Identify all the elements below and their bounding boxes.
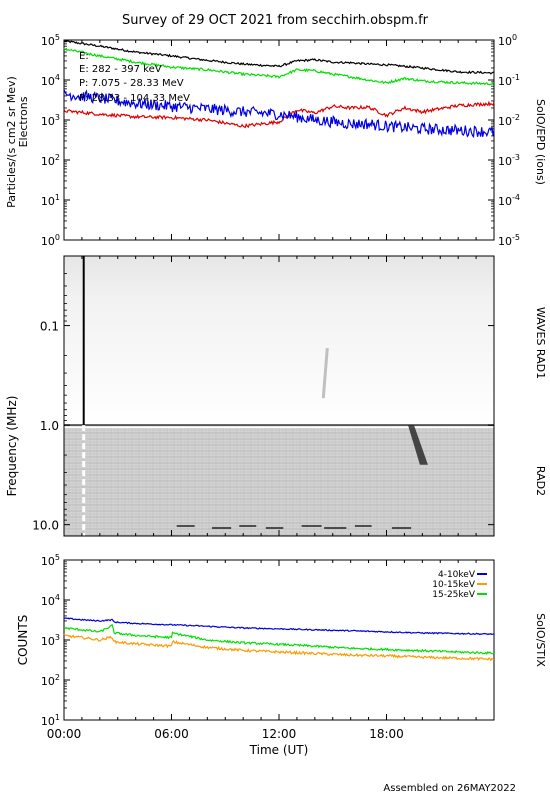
time-tick-label: 00:00 <box>47 727 82 741</box>
epd-y-tick-label: 104 <box>41 73 60 88</box>
epd-series-line-3 <box>63 100 495 129</box>
epd-plot-frame <box>63 39 495 241</box>
stix-x-ticks <box>63 560 495 720</box>
epd-right-tick-label: 10-4 <box>498 193 520 208</box>
time-tick-label: 18:00 <box>369 727 404 741</box>
time-axis-label: Time (UT) <box>249 743 309 757</box>
epd-x-ticks <box>63 40 495 240</box>
stix-series-line-2 <box>63 633 495 662</box>
epd-y-tick-label: 101 <box>41 193 60 208</box>
stix-series-group <box>63 617 495 662</box>
epd-right-label: SoIO/EPD (ions) <box>534 99 547 185</box>
epd-series-line-4 <box>63 89 495 139</box>
waves-y-axis: 0.1 1.0 10.0 <box>32 273 494 533</box>
waves-events <box>64 256 494 536</box>
epd-right-tick-label: 10-1 <box>498 73 520 88</box>
waves-rad2-label: RAD2 <box>534 466 547 496</box>
stix-series-line-1 <box>63 617 495 636</box>
epd-panel: 100 101 102 103 104 105 10-5 10-4 10-3 10-2 10-1 1… <box>5 33 547 248</box>
waves-faint-drift <box>321 348 329 399</box>
epd-y-label-electrons: Electrons <box>17 96 30 147</box>
epd-y-tick-label: 102 <box>41 153 60 168</box>
time-tick-label: 06:00 <box>154 727 189 741</box>
time-axis: 00:00 06:00 12:00 18:00 <box>47 727 404 741</box>
stix-y-tick-label: 105 <box>41 553 60 568</box>
figure-title: Survey of 29 OCT 2021 from secchirh.obsp… <box>122 13 429 28</box>
stix-legend-label: 4-10keV <box>438 570 476 580</box>
stix-series-line-3 <box>63 623 495 655</box>
waves-y-tick-label: 1.0 <box>40 419 59 433</box>
epd-right-tick-label: 100 <box>498 33 517 48</box>
waves-panel: 0.1 1.0 10.0 Frequency (MHz) WAVES RAD1 RA… <box>5 255 547 537</box>
stix-y-tick-label: 101 <box>41 713 60 728</box>
epd-y-tick-label: 100 <box>41 233 60 248</box>
stix-right-label: SoIO/STIX <box>534 613 547 667</box>
epd-legend-proton-range-2: P: 28.33 - 104.33 MeV <box>79 93 190 104</box>
epd-right-tick-label: 10-3 <box>498 153 520 168</box>
rad2-spectrogram <box>64 428 494 536</box>
epd-legend-electron-range: E: 282 - 397 keV <box>79 64 162 75</box>
stix-y-label: COUNTS <box>16 615 30 666</box>
stix-plot-frame <box>63 559 495 721</box>
waves-y-tick-label: 0.1 <box>40 320 59 334</box>
time-tick-label: 12:00 <box>262 727 297 741</box>
epd-series-line-2 <box>63 47 495 86</box>
stix-legend-label: 10-15keV <box>432 580 476 590</box>
waves-rad1-label: WAVES RAD1 <box>534 307 547 379</box>
stix-y-tick-label: 104 <box>41 593 60 608</box>
epd-legend-proton-range-1: P: 7.075 - 28.33 MeV <box>79 78 184 89</box>
epd-right-tick-label: 10-2 <box>498 113 520 128</box>
waves-type-iii-burst <box>408 425 428 465</box>
waves-y-label: Frequency (MHz) <box>5 396 19 497</box>
waves-y-tick-label: 10.0 <box>32 519 59 533</box>
epd-legend-electron-prefix: E: <box>79 51 89 62</box>
stix-y-tick-label: 103 <box>41 633 60 648</box>
epd-right-tick-label: 10-5 <box>498 233 520 248</box>
epd-series-line-1 <box>63 40 495 75</box>
assembled-footer: Assembled on 26MAY2022 <box>383 783 516 794</box>
stix-legend-label: 15-25keV <box>432 590 476 600</box>
epd-y-label: Particles/(s cm2 sr Mev) <box>5 76 18 208</box>
epd-series-group <box>63 40 495 139</box>
epd-y-tick-label: 103 <box>41 113 60 128</box>
epd-y-tick-label: 105 <box>41 33 60 48</box>
stix-y-tick-label: 102 <box>41 673 60 688</box>
waves-x-ticks <box>63 256 495 536</box>
rad1-spectrogram <box>64 256 494 428</box>
